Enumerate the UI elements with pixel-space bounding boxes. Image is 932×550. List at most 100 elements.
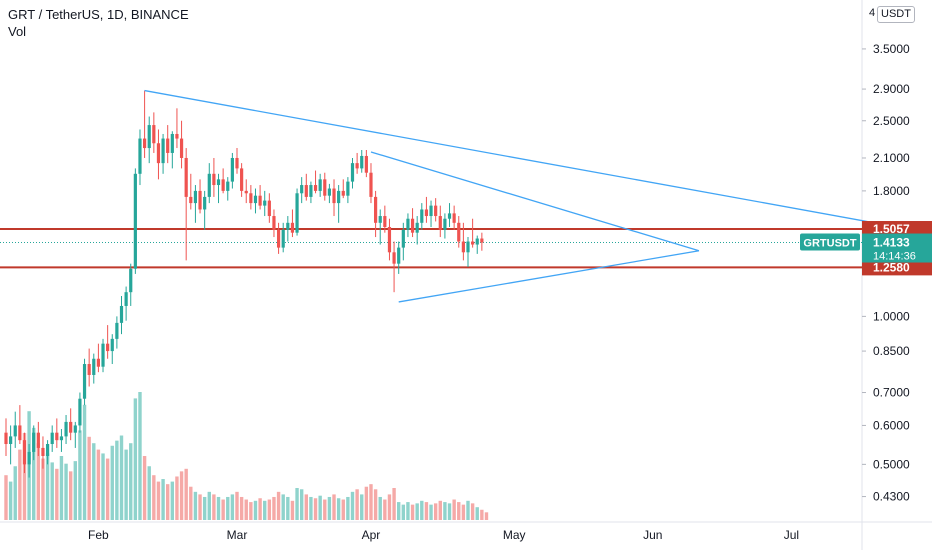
candle-body[interactable] <box>360 155 364 169</box>
candle-body[interactable] <box>13 425 17 437</box>
upper-wedge-line[interactable] <box>144 89 921 232</box>
candle-body[interactable] <box>313 185 318 191</box>
candle-body[interactable] <box>318 179 322 191</box>
candle-body[interactable] <box>471 241 475 245</box>
candle-body[interactable] <box>378 216 382 223</box>
candle-body[interactable] <box>138 138 142 174</box>
candle-body[interactable] <box>364 155 368 173</box>
candle-body[interactable] <box>133 173 137 269</box>
candle-body[interactable] <box>78 398 82 426</box>
candle-body[interactable] <box>175 133 179 139</box>
candle-body[interactable] <box>369 172 373 197</box>
candle-body[interactable] <box>226 181 230 191</box>
candle-body[interactable] <box>355 163 359 169</box>
candle-body[interactable] <box>198 190 202 210</box>
candle-body[interactable] <box>115 322 119 339</box>
candle-body[interactable] <box>424 209 429 217</box>
candle-body[interactable] <box>466 241 470 253</box>
candle-body[interactable] <box>156 143 161 164</box>
candle-body[interactable] <box>166 138 170 153</box>
candle-body[interactable] <box>59 436 64 441</box>
candle-body[interactable] <box>438 216 442 230</box>
candle-body[interactable] <box>350 163 355 182</box>
candle-body[interactable] <box>457 222 461 242</box>
candle-body[interactable] <box>73 425 77 433</box>
candle-body[interactable] <box>244 190 248 194</box>
candle-body[interactable] <box>327 188 331 196</box>
candle-body[interactable] <box>397 247 401 264</box>
candle-body[interactable] <box>124 292 128 306</box>
candle-body[interactable] <box>22 440 27 465</box>
candle-body[interactable] <box>50 432 54 445</box>
candle-body[interactable] <box>383 216 387 227</box>
candle-body[interactable] <box>18 425 22 441</box>
candle-body[interactable] <box>447 213 452 219</box>
candle-body[interactable] <box>420 209 424 223</box>
candle-body[interactable] <box>143 138 147 149</box>
candle-body[interactable] <box>55 432 59 441</box>
candle-body[interactable] <box>392 252 396 264</box>
candle-body[interactable] <box>452 213 456 223</box>
candle-body[interactable] <box>332 188 336 204</box>
candle-body[interactable] <box>346 181 350 196</box>
candle-body[interactable] <box>401 229 405 248</box>
candle-body[interactable] <box>337 190 341 204</box>
candle-body[interactable] <box>374 196 378 223</box>
candle-body[interactable] <box>323 179 327 196</box>
candle-body[interactable] <box>184 157 188 197</box>
candle-body[interactable] <box>216 179 221 186</box>
candle-body[interactable] <box>410 218 415 233</box>
candle-body[interactable] <box>152 125 156 144</box>
candle-body[interactable] <box>161 138 165 164</box>
candle-body[interactable] <box>9 436 13 445</box>
candle-body[interactable] <box>32 432 36 452</box>
candle-body[interactable] <box>272 216 276 230</box>
candle-body[interactable] <box>304 185 308 197</box>
candle-body[interactable] <box>443 218 447 230</box>
candle-body[interactable] <box>87 364 91 375</box>
candle-body[interactable] <box>387 226 392 253</box>
candle-body[interactable] <box>276 229 281 248</box>
candle-body[interactable] <box>69 421 73 433</box>
candle-body[interactable] <box>290 222 295 233</box>
candle-body[interactable] <box>475 238 479 245</box>
candle-body[interactable] <box>235 157 239 169</box>
candle-body[interactable] <box>110 338 114 352</box>
candle-body[interactable] <box>207 173 211 197</box>
candle-body[interactable] <box>4 432 8 445</box>
candle-body[interactable] <box>101 343 105 367</box>
candle-body[interactable] <box>82 364 87 399</box>
candle-body[interactable] <box>249 193 253 204</box>
candle-body[interactable] <box>96 358 100 367</box>
candle-body[interactable] <box>64 421 68 437</box>
candle-body[interactable] <box>253 195 258 204</box>
candle-body[interactable] <box>341 190 345 196</box>
ascending-line[interactable] <box>398 250 700 303</box>
candle-body[interactable] <box>212 173 216 186</box>
candle-body[interactable] <box>267 200 271 217</box>
candle-body[interactable] <box>27 451 31 465</box>
candle-body[interactable] <box>230 157 234 182</box>
candle-body[interactable] <box>119 305 124 323</box>
candle-body[interactable] <box>147 125 151 149</box>
candle-body[interactable] <box>429 205 433 217</box>
descending-line[interactable] <box>370 151 700 252</box>
candle-body[interactable] <box>36 432 40 448</box>
candle-body[interactable] <box>434 205 438 217</box>
candle-body[interactable] <box>415 222 419 233</box>
candle-body[interactable] <box>286 222 290 230</box>
candle-body[interactable] <box>179 138 184 158</box>
candle-body[interactable] <box>193 190 198 204</box>
candle-body[interactable] <box>203 196 207 210</box>
candle-body[interactable] <box>309 185 313 197</box>
candle-body[interactable] <box>106 343 110 352</box>
candle-body[interactable] <box>240 168 244 191</box>
candle-body[interactable] <box>41 447 45 456</box>
candle-body[interactable] <box>189 196 193 204</box>
candle-body[interactable] <box>295 193 299 233</box>
candle-body[interactable] <box>461 241 465 253</box>
candle-body[interactable] <box>45 444 50 456</box>
candle-body[interactable] <box>263 200 267 206</box>
candle-body[interactable] <box>92 358 96 375</box>
